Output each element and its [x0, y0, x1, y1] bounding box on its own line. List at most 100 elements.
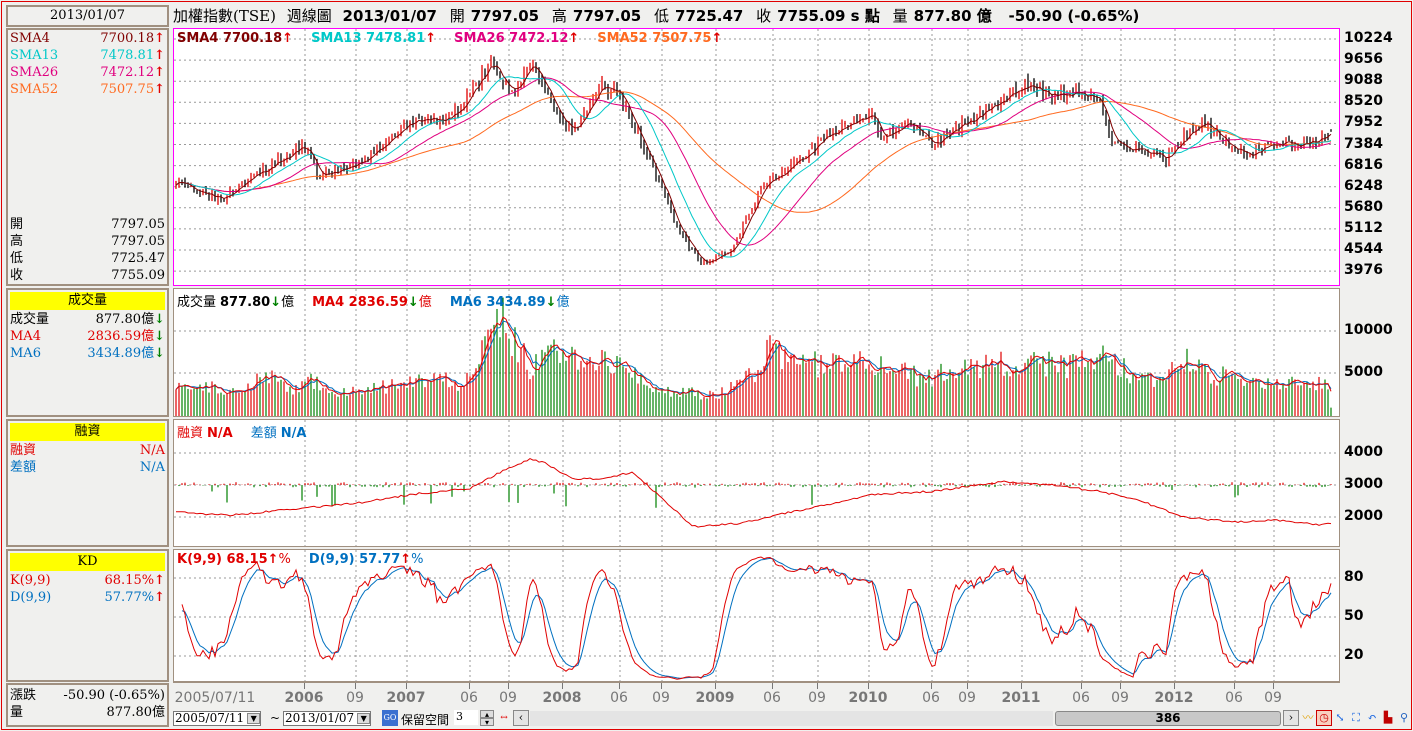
- volume-chart-panel[interactable]: 成交量 877.80↓億 MA4 2836.59↓億 MA6 3434.89↓億: [173, 288, 1340, 417]
- sma-rows: SMA4 7700.18↑ SMA13 7478.81↑ SMA26 7472.12↑ SM…: [8, 30, 167, 98]
- legend-unit: %: [278, 552, 291, 567]
- go-hand-icon[interactable]: GO: [382, 710, 398, 726]
- x-axis-tick: [1174, 683, 1175, 689]
- high-label: 高: [551, 7, 567, 25]
- reserve-spinner-down[interactable]: ▾: [480, 718, 494, 727]
- x-axis-tick: [355, 683, 356, 689]
- x-axis-label: 06: [1225, 690, 1243, 706]
- info-row: MA4 2836.59億↓: [8, 328, 167, 345]
- row-value: 7797.05: [111, 217, 165, 232]
- row-value: 877.80億: [95, 312, 155, 327]
- price-chart-svg: [174, 29, 1339, 285]
- reserve-spinner-up[interactable]: ▴: [480, 710, 494, 719]
- arrow-up-icon: ↑: [154, 573, 165, 588]
- info-row: D(9,9) 57.77%↑: [8, 589, 167, 606]
- ma4-line: [175, 316, 1332, 398]
- row-label: D(9,9): [10, 590, 52, 605]
- row-value: 7472.12: [100, 65, 155, 80]
- x-axis-label: 2009: [695, 690, 735, 706]
- row-label: K(9,9): [10, 573, 51, 588]
- row-value-wrap: 7797.05: [111, 233, 165, 250]
- to-date-select[interactable]: 2013/01/07 ▼: [283, 711, 372, 726]
- scroll-right-button[interactable]: ›: [1283, 710, 1299, 726]
- y-axis-label: 5680: [1344, 198, 1383, 215]
- chart-title-bar: 加權指數(TSE) 週線圖 2013/01/07 開 7797.05 高 7797.…: [173, 5, 1139, 26]
- clock-icon[interactable]: ◷: [1316, 710, 1332, 726]
- reserve-space-input[interactable]: 3: [454, 710, 478, 725]
- scroll-track[interactable]: [530, 711, 1053, 726]
- row-value: 68.15%: [104, 573, 155, 588]
- zoom-out-icon[interactable]: ⛶: [1352, 711, 1360, 724]
- margin-info-box: 融資 融資 N/A 差額 N/A: [6, 419, 169, 547]
- x-axis-label: 09: [346, 690, 364, 706]
- price-chart-panel[interactable]: SMA4 7700.18↑ SMA13 7478.81↑ SMA26 7472.12…: [173, 28, 1340, 286]
- legend-prefix: 融資: [177, 426, 204, 441]
- x-axis-tick: [1120, 683, 1121, 689]
- x-axis-tick: [619, 683, 620, 689]
- legend-unit: 億: [418, 295, 432, 310]
- row-value-wrap: N/A: [140, 442, 165, 459]
- legend-text: N/A: [207, 426, 233, 441]
- y-axis-label: 8520: [1344, 93, 1383, 110]
- kd-rows: K(9,9) 68.15%↑ D(9,9) 57.77%↑: [8, 572, 167, 606]
- x-axis-label: 2010: [848, 690, 888, 706]
- x-axis-tick: [406, 683, 407, 689]
- legend-text: SMA4 7700.18: [177, 31, 283, 46]
- row-label: 開: [10, 217, 24, 232]
- y-axis-label: 3976: [1344, 262, 1383, 279]
- x-axis-label: 2011: [1001, 690, 1041, 706]
- x-axis-label: 09: [958, 690, 976, 706]
- legend-item: K(9,9) 68.15↑%: [177, 552, 291, 567]
- search-icon[interactable]: ⚲: [1399, 711, 1409, 724]
- x-axis-tick: [1081, 683, 1082, 689]
- x-axis-tick: [469, 683, 470, 689]
- margin-legend: 融資 N/A 差額 N/A: [177, 422, 324, 441]
- arrow-up-icon: ↑: [282, 31, 294, 46]
- info-row: SMA52 7507.75↑: [8, 81, 167, 98]
- legend-text: 877.80: [220, 295, 271, 310]
- vol-value: 877.80億: [106, 705, 166, 720]
- row-value: 7797.05: [111, 234, 165, 249]
- y-axis-label: 50: [1344, 608, 1364, 624]
- info-row: 高 7797.05: [8, 233, 167, 250]
- x-axis-tick: [868, 683, 869, 689]
- volume-chart-svg: [174, 289, 1339, 416]
- kd-title: KD: [10, 553, 165, 571]
- change-row: 漲跌 -50.90 (-0.65%): [8, 687, 167, 704]
- legend-text: N/A: [280, 426, 307, 441]
- spacing-icon[interactable]: ↔: [500, 713, 508, 723]
- arrow-up-icon: ↑: [154, 590, 165, 605]
- arrow-down-icon: ↓: [154, 312, 165, 327]
- x-axis-tick: [304, 683, 305, 689]
- zoom-in-icon[interactable]: ⤡: [1335, 711, 1345, 724]
- margin-chart-panel[interactable]: 融資 N/A 差額 N/A: [173, 419, 1340, 547]
- high-value: 7797.05: [572, 7, 642, 25]
- arrow-up-icon: ↑: [267, 552, 279, 567]
- chart-type-icon[interactable]: 〰: [1302, 711, 1314, 724]
- y-axis-label: 10224: [1344, 30, 1393, 46]
- kd-chart-panel[interactable]: K(9,9) 68.15↑% D(9,9) 57.77↑%: [173, 549, 1340, 682]
- current-date: 2013/01/07: [50, 8, 125, 23]
- row-value-wrap: 7700.18↑: [100, 30, 165, 47]
- legend-item: MA4 2836.59↓億: [312, 295, 432, 310]
- info-row: K(9,9) 68.15%↑: [8, 572, 167, 589]
- y-axis-label: 10000: [1344, 322, 1393, 338]
- kd-chart-svg: [174, 550, 1339, 681]
- undo-icon[interactable]: ↶: [1367, 711, 1377, 724]
- kd-legend: K(9,9) 68.15↑% D(9,9) 57.77↑%: [177, 552, 442, 567]
- scroll-left-button[interactable]: ‹: [513, 710, 529, 726]
- x-axis-tick: [772, 683, 773, 689]
- y-axis-label: 9656: [1344, 51, 1383, 68]
- arrow-up-icon: ↑: [568, 31, 580, 46]
- row-value: N/A: [139, 460, 165, 475]
- from-date-select[interactable]: 2005/07/11 ▼: [173, 711, 262, 726]
- row-label: SMA4: [10, 31, 50, 46]
- indicator-icon[interactable]: ▙: [1383, 711, 1393, 724]
- row-label: SMA26: [10, 65, 59, 80]
- row-value: 2836.59億: [87, 329, 155, 344]
- arrow-up-icon: ↑: [400, 552, 412, 567]
- y-axis-label: 6248: [1344, 177, 1383, 194]
- scroll-thumb[interactable]: 386: [1055, 711, 1281, 726]
- scroll-value: 386: [1155, 711, 1181, 725]
